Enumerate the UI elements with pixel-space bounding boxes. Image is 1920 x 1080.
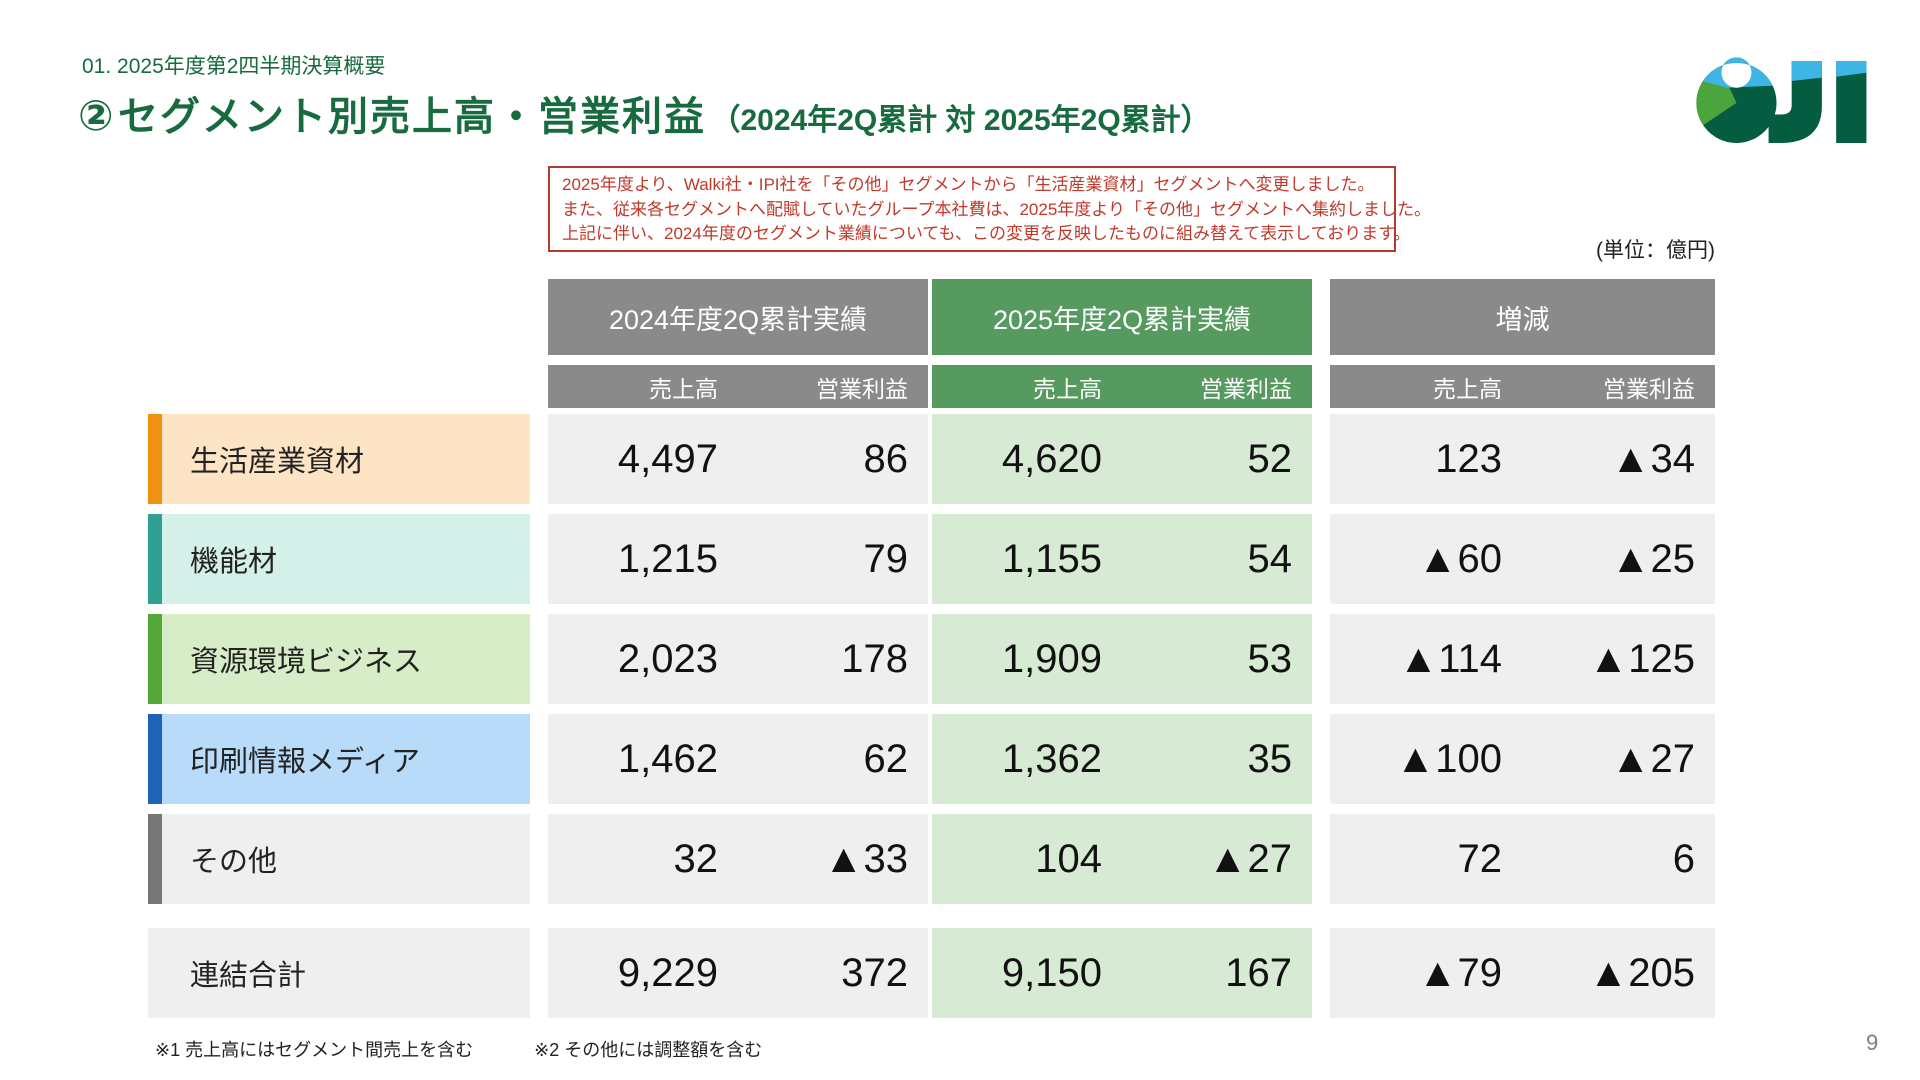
- value-cell: ▲114: [1398, 636, 1502, 681]
- section-label: 01. 2025年度第2四半期決算概要: [82, 55, 386, 78]
- col-group-2025: 2025年度2Q累計実績: [932, 279, 1312, 355]
- value-cell: 2,023: [617, 636, 718, 681]
- row-accent-bar: [148, 414, 162, 504]
- row-label: 生活産業資材: [162, 414, 530, 504]
- row-accent-bar: [148, 514, 162, 604]
- value-cell: ▲100: [1395, 736, 1502, 781]
- table-row-insatsu: 印刷情報メディア 1,462 62 1,362 35 ▲100 ▲27: [148, 714, 1715, 804]
- title-main: セグメント別売上高・営業利益: [118, 95, 707, 139]
- col-group-2024: 2024年度2Q累計実績: [548, 279, 928, 355]
- value-cell: ▲34: [1610, 436, 1695, 481]
- value-cell: 53: [1247, 636, 1293, 681]
- value-cell: ▲125: [1588, 636, 1695, 681]
- title-subtitle: （2024年2Q累計 対 2025年2Q累計）: [710, 104, 1211, 137]
- value-cell: 1,362: [1001, 736, 1102, 781]
- value-cell: 72: [1457, 836, 1503, 881]
- table-row-sonota: その他 32 ▲33 104 ▲27 72 6: [148, 814, 1715, 904]
- value-cell: 79: [863, 536, 909, 581]
- row-label: 印刷情報メディア: [162, 714, 530, 804]
- row-accent-bar: [148, 814, 162, 904]
- value-cell: ▲27: [1610, 736, 1695, 781]
- value-cell: 4,497: [617, 436, 718, 481]
- row-accent-bar: [148, 714, 162, 804]
- value-cell: 1,155: [1001, 536, 1102, 581]
- table-row-shigen: 資源環境ビジネス 2,023 178 1,909 53 ▲114 ▲125: [148, 614, 1715, 704]
- footnotes: ※1 売上高にはセグメント間売上を含む ※2 その他には調整額を含む: [155, 1036, 818, 1062]
- page-number: 9: [1866, 1030, 1879, 1055]
- value-cell: 372: [841, 950, 908, 995]
- value-cell: 1,909: [1001, 636, 1102, 681]
- footnote-2: ※2 その他には調整額を含む: [534, 1040, 763, 1060]
- value-cell: 86: [863, 436, 909, 481]
- value-cell: 9,150: [1001, 950, 1102, 995]
- column-group-header-row: 2024年度2Q累計実績 2025年度2Q累計実績 増減: [148, 279, 1715, 355]
- row-label: 連結合計: [148, 928, 530, 1018]
- value-cell: 167: [1225, 950, 1292, 995]
- unit-label: (単位：億円): [1596, 239, 1715, 262]
- row-label: 機能材: [162, 514, 530, 604]
- row-label-cell: その他: [148, 814, 530, 904]
- value-cell: ▲60: [1417, 536, 1502, 581]
- value-cell: 62: [863, 736, 909, 781]
- value-cell: ▲79: [1417, 950, 1502, 995]
- table-row-kinozai: 機能材 1,215 79 1,155 54 ▲60 ▲25: [148, 514, 1715, 604]
- value-cell: 54: [1247, 536, 1293, 581]
- row-label-cell: 資源環境ビジネス: [148, 614, 530, 704]
- value-cell: 9,229: [617, 950, 718, 995]
- value-cell: ▲205: [1588, 950, 1695, 995]
- subcol-income-2025: 営業利益: [1122, 365, 1312, 408]
- note-line: 上記に伴い、2024年度のセグメント業績についても、この変更を反映したものに組み…: [562, 224, 1411, 243]
- value-cell: 52: [1247, 436, 1293, 481]
- title-number: ②: [78, 92, 114, 139]
- row-accent-bar: [148, 614, 162, 704]
- value-cell: 123: [1435, 436, 1502, 481]
- page-title: ② セグメント別売上高・営業利益 （2024年2Q累計 対 2025年2Q累計）: [78, 84, 1211, 142]
- footnote-1: ※1 売上高にはセグメント間売上を含む: [155, 1040, 474, 1060]
- value-cell: 6: [1672, 836, 1695, 881]
- value-cell: 4,620: [1001, 436, 1102, 481]
- value-cell: 1,462: [617, 736, 718, 781]
- value-cell: ▲33: [823, 836, 908, 881]
- row-label: その他: [162, 814, 530, 904]
- row-label-cell: 印刷情報メディア: [148, 714, 530, 804]
- value-cell: 1,215: [617, 536, 718, 581]
- header-spacer: [148, 279, 548, 355]
- col-group-change: 増減: [1330, 279, 1715, 355]
- value-cell: 35: [1247, 736, 1293, 781]
- subcol-sales-2024: 売上高: [548, 365, 738, 408]
- note-line: また、従来各セグメントへ配賦していたグループ本社費は、2025年度より「その他」…: [562, 199, 1431, 219]
- value-cell: ▲27: [1207, 836, 1292, 881]
- value-cell: 32: [673, 836, 719, 881]
- value-cell: 104: [1035, 836, 1102, 881]
- table-row-total: 連結合計 9,229 372 9,150 167 ▲79 ▲205: [148, 928, 1715, 1018]
- subcol-sales-change: 売上高: [1330, 365, 1522, 408]
- note-line: 2025年度より、Walki社・IPI社を「その他」セグメントから「生活産業資材…: [562, 175, 1375, 194]
- oji-logo-icon: [1696, 57, 1867, 143]
- value-cell: ▲25: [1610, 536, 1695, 581]
- row-label-cell: 生活産業資材: [148, 414, 530, 504]
- subcol-sales-2025: 売上高: [932, 365, 1122, 408]
- reclassification-note-box: 2025年度より、Walki社・IPI社を「その他」セグメントから「生活産業資材…: [548, 166, 1431, 252]
- row-label-cell: 機能材: [148, 514, 530, 604]
- sub-header-row: 売上高 営業利益 売上高 営業利益 売上高 営業利益: [148, 365, 1715, 408]
- value-cell: 178: [841, 636, 908, 681]
- table-row-seikatsu: 生活産業資材 4,497 86 4,620 52 123 ▲34: [148, 414, 1715, 504]
- segment-table: 2024年度2Q累計実績 2025年度2Q累計実績 増減 売上高 営業利益 売上…: [148, 279, 1715, 1018]
- row-label: 資源環境ビジネス: [162, 614, 530, 704]
- subcol-income-change: 営業利益: [1522, 365, 1715, 408]
- subcol-income-2024: 営業利益: [738, 365, 928, 408]
